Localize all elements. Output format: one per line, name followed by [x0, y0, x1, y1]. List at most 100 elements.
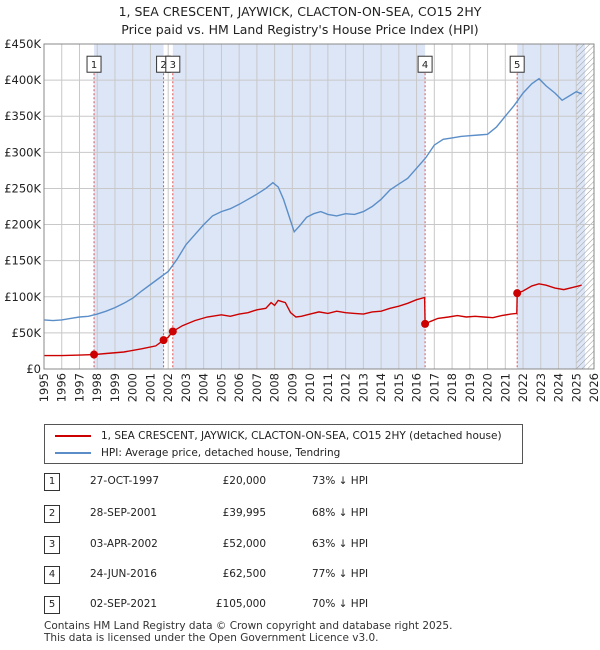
x-tick-label: 2021: [498, 373, 512, 402]
x-tick-label: 2022: [516, 373, 530, 402]
y-tick-label: £50K: [12, 326, 42, 340]
x-tick-label: 2013: [356, 373, 370, 402]
transaction-date: 24-JUN-2016: [90, 568, 157, 580]
sale-label-box: [165, 55, 181, 73]
y-tick-label: £100K: [4, 290, 41, 304]
transaction-price: £105,000: [215, 598, 266, 610]
x-tick-label: 2014: [374, 373, 388, 402]
sale-label-box: [417, 55, 433, 73]
x-tick-label: 2003: [179, 373, 193, 402]
y-tick-label: £200K: [4, 218, 41, 232]
transaction-hpi-diff: 77% ↓ HPI: [312, 568, 369, 580]
x-tick-label: 2006: [232, 373, 246, 402]
footer-licence: This data is licensed under the Open Gov…: [44, 631, 379, 644]
x-tick-label: 2018: [445, 373, 459, 402]
x-tick-label: 2025: [569, 373, 583, 402]
legend-label-property: 1, SEA CRESCENT, JAYWICK, CLACTON-ON-SEA…: [101, 430, 502, 442]
x-tick-label: 2001: [143, 373, 157, 402]
price-chart: 1 2 3 4 5£0£50K£100K£150K£200K£250K£300K£350…: [4, 37, 600, 402]
legend-label-hpi: HPI: Average price, detached house, Tend…: [101, 447, 341, 459]
x-tick-label: 2002: [161, 373, 175, 402]
y-tick-label: £0: [26, 362, 41, 376]
ownership-band: [517, 44, 586, 369]
x-tick-label: 1996: [55, 373, 69, 402]
transaction-hpi-diff: 68% ↓ HPI: [312, 507, 369, 519]
y-tick-label: £400K: [4, 73, 41, 87]
x-tick-label: 2007: [250, 373, 264, 402]
sale-point: [159, 336, 168, 345]
hpi-line: [44, 77, 582, 322]
transaction-hpi-diff: 63% ↓ HPI: [312, 538, 369, 550]
transaction-date: 02-SEP-2021: [90, 598, 158, 610]
plot-frame: [43, 43, 595, 370]
table-row: 3 03-APR-2002 £52,000 63% ↓ HPI: [0, 536, 600, 556]
x-tick-label: 2010: [303, 373, 317, 402]
legend-item-hpi: HPI: Average price, detached house, Tend…: [55, 445, 340, 461]
chart-title: 1, SEA CRESCENT, JAYWICK, CLACTON-ON-SEA…: [118, 4, 482, 19]
x-tick-label: 1998: [90, 373, 104, 402]
transaction-price: £39,995: [222, 507, 266, 519]
sale-label: 5: [514, 60, 520, 71]
transaction-number: 5: [44, 596, 60, 614]
transaction-date: 03-APR-2002: [90, 538, 158, 550]
sale-label: 2: [160, 60, 166, 71]
x-tick-label: 2019: [463, 373, 477, 402]
table-row: 5 02-SEP-2021 £105,000 70% ↓ HPI: [0, 596, 600, 616]
x-tick-label: 2005: [214, 373, 228, 402]
transaction-number: 3: [44, 536, 60, 554]
legend-item-property: 1, SEA CRESCENT, JAYWICK, CLACTON-ON-SEA…: [55, 428, 502, 444]
x-tick-label: 2011: [321, 373, 335, 402]
table-row: 1 27-OCT-1997 £20,000 73% ↓ HPI: [0, 473, 600, 493]
x-tick-label: 2000: [126, 373, 140, 402]
x-tick-label: 1995: [37, 373, 51, 402]
x-tick-label: 2020: [481, 373, 495, 402]
x-tick-label: 2004: [197, 373, 211, 402]
x-tick-label: 2012: [339, 373, 353, 402]
table-row: 4 24-JUN-2016 £62,500 77% ↓ HPI: [0, 566, 600, 586]
y-tick-label: £450K: [4, 37, 41, 51]
x-tick-label: 1999: [108, 373, 122, 402]
sale-label-box: [86, 55, 102, 73]
x-tick-label: 2017: [427, 373, 441, 402]
x-tick-label: 2016: [410, 373, 424, 402]
sale-point: [168, 327, 177, 336]
y-tick-label: £300K: [4, 145, 41, 159]
footer-copyright: Contains HM Land Registry data © Crown c…: [44, 620, 453, 632]
table-row: 2 28-SEP-2001 £39,995 68% ↓ HPI: [0, 505, 600, 525]
x-tick-label: 2015: [392, 373, 406, 402]
legend-swatch-hpi: [55, 452, 91, 454]
ownership-band: [172, 44, 426, 369]
y-tick-label: £350K: [4, 109, 41, 123]
forecast-hatch: [576, 44, 594, 369]
attribution-footer: Contains HM Land Registry data © Crown c…: [44, 620, 453, 644]
ownership-band: [94, 44, 164, 369]
transaction-number: 2: [44, 505, 60, 523]
sale-label-box: [509, 55, 525, 73]
x-tick-label: 2026: [587, 373, 600, 402]
transaction-number: 4: [44, 566, 60, 584]
transaction-hpi-diff: 73% ↓ HPI: [312, 475, 369, 487]
x-tick-label: 1997: [72, 373, 86, 402]
chart-subtitle: Price paid vs. HM Land Registry's House …: [121, 22, 479, 37]
sale-label: 4: [422, 60, 428, 71]
transaction-date: 27-OCT-1997: [90, 475, 159, 487]
sale-label: 3: [170, 60, 176, 71]
transaction-price: £20,000: [222, 475, 266, 487]
transaction-price: £52,000: [222, 538, 266, 550]
x-tick-label: 2024: [552, 373, 566, 402]
legend-swatch-property: [55, 435, 91, 437]
y-tick-label: £150K: [4, 254, 41, 268]
x-tick-label: 2023: [534, 373, 548, 402]
sale-point: [90, 350, 99, 359]
transaction-number: 1: [44, 473, 60, 491]
chart-legend: 1, SEA CRESCENT, JAYWICK, CLACTON-ON-SEA…: [44, 424, 523, 464]
x-tick-label: 2009: [285, 373, 299, 402]
sale-point: [421, 319, 430, 328]
y-tick-label: £250K: [4, 181, 41, 195]
sale-point: [513, 289, 522, 298]
transaction-date: 28-SEP-2001: [90, 507, 158, 519]
transaction-price: £62,500: [222, 568, 266, 580]
x-tick-label: 2008: [268, 373, 282, 402]
transaction-hpi-diff: 70% ↓ HPI: [312, 598, 369, 610]
sale-label: 1: [91, 60, 97, 71]
